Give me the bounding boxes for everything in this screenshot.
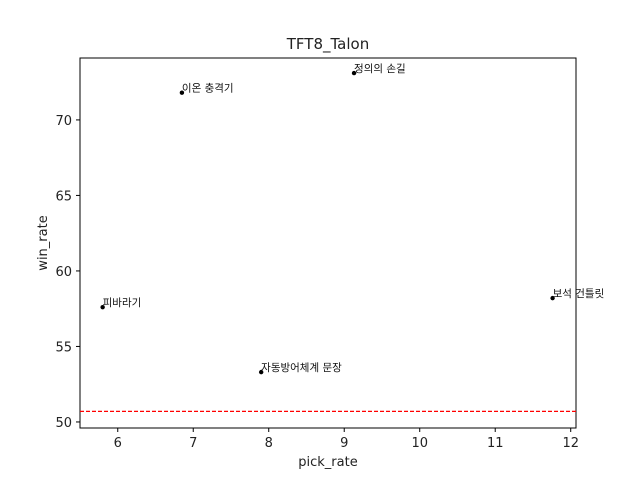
x-axis-label: pick_rate — [298, 455, 357, 470]
x-tick-label: 8 — [265, 436, 273, 451]
data-point — [258, 369, 264, 375]
x-tick-label: 9 — [340, 436, 348, 451]
y-tick-label: 65 — [55, 189, 72, 204]
y-tick-label: 60 — [55, 265, 72, 280]
point-label: 정의의 손길 — [354, 62, 406, 75]
y-axis-label: win_rate — [36, 215, 51, 270]
chart-title: TFT8_Talon — [286, 35, 369, 54]
x-tick-label: 11 — [487, 436, 504, 451]
y-tick-label: 70 — [55, 114, 72, 129]
plot-area — [79, 57, 577, 429]
data-point — [179, 90, 185, 95]
x-tick-label: 12 — [562, 436, 579, 451]
data-point — [351, 70, 357, 76]
x-tick-label: 10 — [411, 436, 428, 451]
x-tick-label: 6 — [114, 436, 122, 451]
point-label: 피바라기 — [103, 297, 142, 309]
point-label: 보석 건틀릿 — [553, 288, 605, 300]
point-label: 자동방어체계 문장 — [261, 362, 342, 374]
y-tick-label: 50 — [55, 416, 72, 431]
point-label: 이온 충격기 — [182, 82, 234, 95]
data-point — [100, 304, 105, 310]
data-point — [550, 295, 555, 301]
x-tick-label: 7 — [189, 436, 197, 451]
y-tick-label: 55 — [55, 340, 72, 355]
